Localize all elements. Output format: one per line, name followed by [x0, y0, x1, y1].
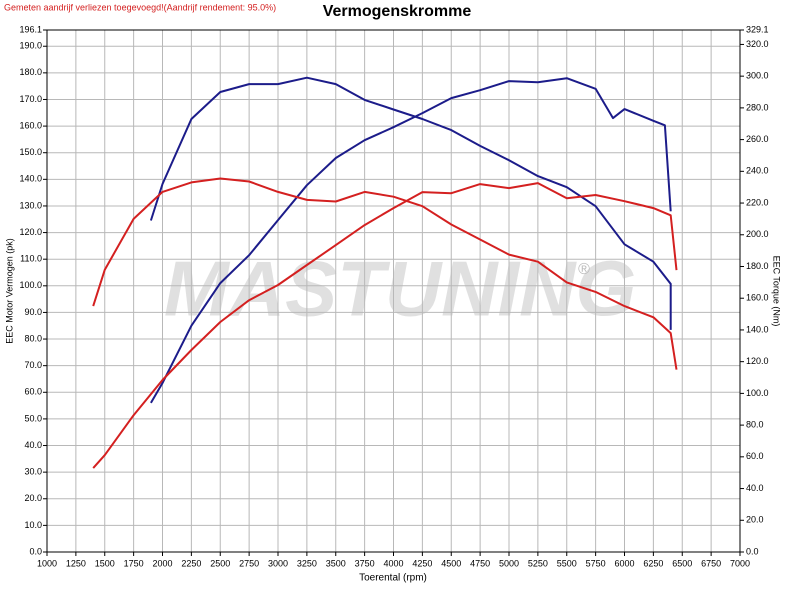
- y2-tick-label: 120.0: [746, 356, 769, 366]
- x-tick-label: 1000: [37, 558, 57, 568]
- y2-tick-label: 20.0: [746, 515, 764, 525]
- y2-tick-label: 200.0: [746, 229, 769, 239]
- y2-tick-label: 0.0: [746, 546, 759, 556]
- x-tick-label: 4250: [412, 558, 432, 568]
- note: Gemeten aandrijf verliezen toegevoegd!(A…: [4, 2, 276, 12]
- y-tick-label: 120.0: [19, 227, 42, 237]
- y2-tick-label: 60.0: [746, 451, 764, 461]
- x-tick-label: 4750: [470, 558, 490, 568]
- y-tick-label: 50.0: [24, 413, 42, 423]
- y2-tick-label: 220.0: [746, 197, 769, 207]
- x-tick-label: 6500: [672, 558, 692, 568]
- chart-title: Vermogenskromme: [323, 3, 472, 20]
- y-tick-label: 10.0: [24, 520, 42, 530]
- y-tick-label: 40.0: [24, 440, 42, 450]
- y-tick-label: 90.0: [24, 307, 42, 317]
- y2-tick-label: 280.0: [746, 102, 769, 112]
- y-tick-label: 150.0: [19, 147, 42, 157]
- y-tick-label: 0.0: [29, 546, 42, 556]
- y2-axis-label: EEC Torque (Nm): [772, 256, 782, 327]
- y2-tick-label: 320.0: [746, 39, 769, 49]
- y2-tick-label: 180.0: [746, 261, 769, 271]
- curve: [92, 177, 678, 370]
- x-tick-label: 1500: [95, 558, 115, 568]
- x-tick-label: 2250: [181, 558, 201, 568]
- y2-tick-label: 80.0: [746, 419, 764, 429]
- x-tick-label: 2000: [152, 558, 172, 568]
- x-tick-label: 7000: [730, 558, 750, 568]
- y-tick-label: 30.0: [24, 467, 42, 477]
- x-tick-label: 6000: [614, 558, 634, 568]
- y-tick-label: 190.0: [19, 41, 42, 51]
- y-tick-label: 100.0: [19, 280, 42, 290]
- x-tick-label: 5500: [557, 558, 577, 568]
- curve: [149, 76, 672, 330]
- y-tick-label: 160.0: [19, 120, 42, 130]
- y-tick-label: 60.0: [24, 387, 42, 397]
- y-tick-label: 20.0: [24, 493, 42, 503]
- y-tick-label: 140.0: [19, 174, 42, 184]
- watermark: MASTUNING: [164, 245, 636, 333]
- y2-tick-label: 40.0: [746, 483, 764, 493]
- x-axis-label: Toerental (rpm): [359, 573, 427, 584]
- x-tick-label: 4500: [441, 558, 461, 568]
- x-tick-label: 4000: [383, 558, 403, 568]
- y2-tick-label: 260.0: [746, 134, 769, 144]
- x-tick-label: 6750: [701, 558, 721, 568]
- x-tick-label: 3000: [268, 558, 288, 568]
- y2-tick-label: 140.0: [746, 324, 769, 334]
- curve: [92, 182, 678, 469]
- y2-tick-label: 100.0: [746, 388, 769, 398]
- x-tick-label: 5750: [586, 558, 606, 568]
- y-tick-label: 130.0: [19, 200, 42, 210]
- y2-tick-label: 300.0: [746, 71, 769, 81]
- y2-tick-label: 160.0: [746, 293, 769, 303]
- x-tick-label: 2500: [210, 558, 230, 568]
- y-tick-label: 180.0: [19, 67, 42, 77]
- x-tick-label: 3250: [297, 558, 317, 568]
- x-tick-label: 2750: [239, 558, 259, 568]
- plot-frame: [46, 29, 741, 553]
- x-tick-label: 3500: [326, 558, 346, 568]
- x-tick-label: 1750: [124, 558, 144, 568]
- watermark-mark: ®: [578, 261, 590, 278]
- y-tick-label: 196.1: [19, 24, 42, 34]
- x-tick-label: 3750: [355, 558, 375, 568]
- y2-tick-label: 329.1: [746, 24, 769, 34]
- y-axis-label: EEC Motor Vermogen (pk): [4, 238, 14, 344]
- x-tick-label: 6250: [643, 558, 663, 568]
- y2-tick-label: 240.0: [746, 166, 769, 176]
- y-tick-label: 80.0: [24, 333, 42, 343]
- x-tick-label: 5000: [499, 558, 519, 568]
- y-tick-label: 110.0: [20, 254, 42, 264]
- x-tick-label: 5250: [528, 558, 548, 568]
- y-tick-label: 170.0: [19, 94, 42, 104]
- curve: [150, 77, 672, 404]
- x-tick-label: 1250: [66, 558, 86, 568]
- y-tick-label: 70.0: [24, 360, 42, 370]
